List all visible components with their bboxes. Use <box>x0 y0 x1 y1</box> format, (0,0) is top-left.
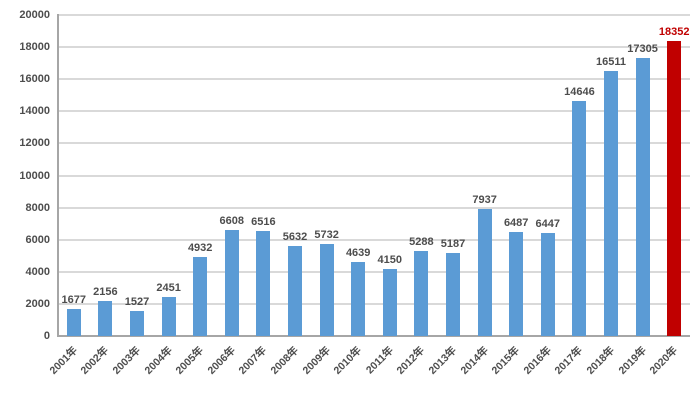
data-label: 17305 <box>627 43 658 56</box>
data-bar <box>66 309 81 336</box>
data-bar <box>572 100 587 336</box>
y-axis-tick-label: 6000 <box>25 233 50 246</box>
gridline <box>58 238 690 241</box>
y-axis-tick-label: 10000 <box>19 169 50 182</box>
data-label: 5632 <box>282 230 308 243</box>
x-axis-line <box>57 335 690 337</box>
data-label: 14646 <box>564 85 595 98</box>
data-label: 1677 <box>61 294 87 307</box>
data-bar <box>161 296 176 336</box>
data-bar <box>414 251 429 336</box>
y-axis-tick-label: 8000 <box>25 201 50 214</box>
y-axis-tick-label: 20000 <box>19 9 50 21</box>
y-axis-tick-label: 14000 <box>19 105 50 118</box>
data-label: 2451 <box>156 281 181 294</box>
gridline <box>58 110 690 113</box>
y-axis-tick-label: 0 <box>43 330 50 342</box>
gridline <box>58 142 690 145</box>
data-bar <box>351 261 366 336</box>
data-label: 4639 <box>345 246 371 259</box>
data-bar <box>224 229 239 336</box>
data-bar <box>509 231 524 336</box>
gridline <box>58 206 690 209</box>
data-bar <box>193 256 208 336</box>
data-bar <box>477 208 492 336</box>
data-label: 16511 <box>596 55 626 68</box>
data-bar <box>382 269 397 336</box>
data-bar <box>635 58 650 336</box>
data-label: 5732 <box>314 229 339 241</box>
data-bar <box>604 70 618 336</box>
data-label: 4932 <box>187 241 213 254</box>
data-label: 6487 <box>503 216 529 229</box>
data-bar <box>319 244 334 336</box>
data-bar <box>256 231 271 336</box>
data-label: 18352 <box>658 26 690 39</box>
data-bar <box>130 311 144 336</box>
data-label: 6516 <box>251 216 276 229</box>
data-bar <box>540 232 555 336</box>
data-label: 1527 <box>124 296 150 309</box>
data-bar <box>446 252 460 336</box>
data-label: 5187 <box>440 237 466 250</box>
gridline <box>58 302 690 305</box>
y-axis-tick-label: 18000 <box>19 41 50 54</box>
gridline <box>58 78 690 81</box>
y-axis-tick-label: 2000 <box>25 297 50 310</box>
data-bar <box>98 301 113 336</box>
data-label: 6608 <box>219 214 245 227</box>
data-bar <box>667 41 682 336</box>
y-axis-line <box>57 14 59 337</box>
gridline <box>58 46 690 49</box>
y-axis-tick-label: 4000 <box>25 265 50 278</box>
y-axis-tick-label: 16000 <box>19 73 50 86</box>
data-label: 6447 <box>535 217 561 230</box>
data-label: 2156 <box>93 286 118 299</box>
data-bar <box>288 245 302 336</box>
gridline <box>58 270 690 273</box>
y-axis-tick-label: 12000 <box>19 137 50 150</box>
data-label: 5288 <box>409 236 434 249</box>
data-label: 7937 <box>472 193 497 206</box>
data-label: 4150 <box>377 254 403 267</box>
gridline <box>58 14 690 16</box>
gridline <box>58 174 690 177</box>
